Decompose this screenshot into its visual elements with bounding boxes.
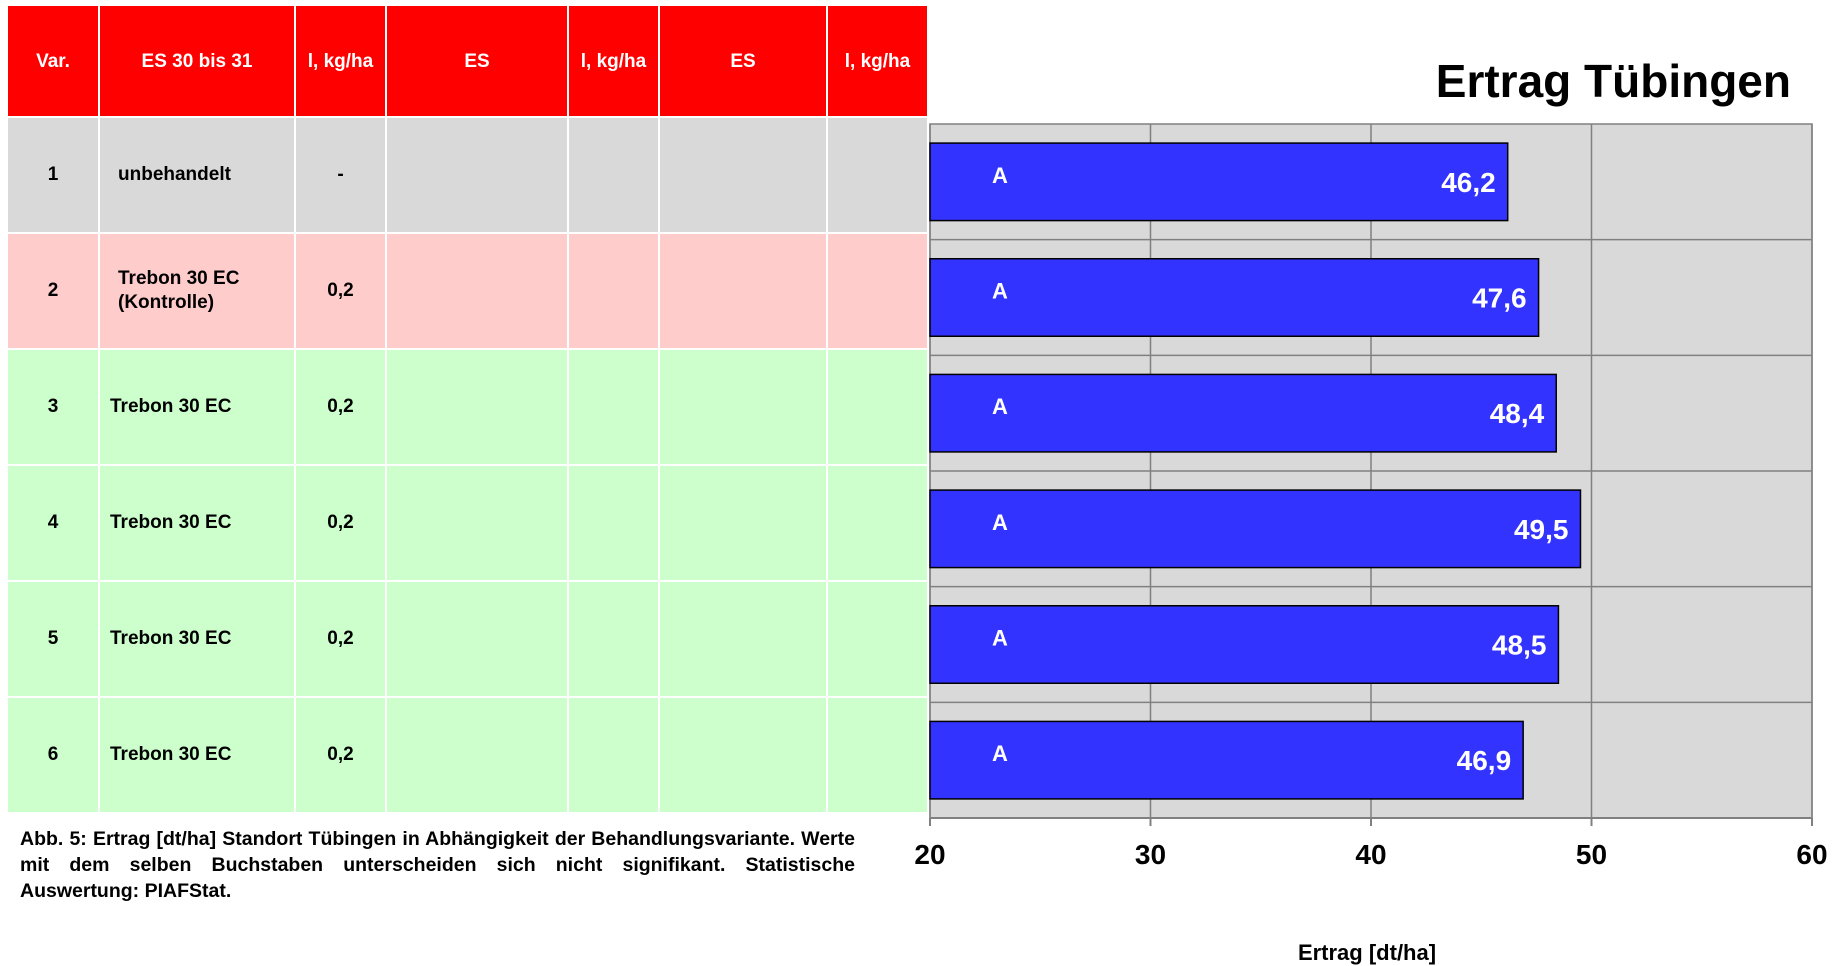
data-label: 49,5: [1514, 514, 1569, 545]
empty-cell: [658, 696, 828, 814]
bar: [929, 605, 1560, 684]
empty-cell: [567, 232, 660, 350]
empty-cell: [385, 580, 569, 698]
var-cell: 2: [6, 232, 100, 350]
table-row: 5 Trebon 30 EC 0,2: [6, 580, 929, 698]
bar: [929, 720, 1524, 800]
x-tick-label: 40: [1355, 839, 1386, 870]
x-tick-label: 30: [1135, 839, 1166, 870]
significance-letter: A: [992, 741, 1008, 766]
empty-cell: [385, 116, 569, 234]
empty-cell: [826, 348, 929, 466]
dose-cell: 0,2: [294, 232, 387, 350]
x-axis: 20 30 40 50 60: [914, 817, 1828, 870]
product-cell: Trebon 30 EC: [98, 696, 296, 814]
significance-letter: A: [992, 510, 1008, 535]
empty-cell: [826, 580, 929, 698]
bars: A 46,2 A 47,6 A 48,4 A 49,5 A 48,5 A 46,9: [929, 142, 1582, 800]
product-cell: Trebon 30 EC: [98, 464, 296, 582]
data-label: 47,6: [1472, 283, 1527, 314]
bar: [929, 373, 1557, 453]
empty-cell: [658, 348, 828, 466]
empty-cell: [658, 232, 828, 350]
empty-cell: [567, 348, 660, 466]
x-tick-label: 20: [914, 839, 945, 870]
dose-cell: 0,2: [294, 464, 387, 582]
var-cell: 1: [6, 116, 100, 234]
product-cell: Trebon 30 EC: [98, 348, 296, 466]
table-row: 4 Trebon 30 EC 0,2: [6, 464, 929, 582]
dose-cell: 0,2: [294, 580, 387, 698]
empty-cell: [385, 464, 569, 582]
chart-title: Ertrag Tübingen: [1435, 55, 1791, 107]
x-axis-title: Ertrag [dt/ha]: [1297, 940, 1437, 965]
empty-cell: [826, 464, 929, 582]
header-dose-3: l, kg/ha: [826, 4, 929, 118]
data-label: 48,4: [1490, 398, 1545, 429]
data-label: 48,5: [1492, 630, 1547, 661]
product-cell: Trebon 30 EC: [98, 580, 296, 698]
table-row: 1 unbehandelt -: [6, 116, 929, 234]
table-header-row: Var. ES 30 bis 31 l, kg/ha ES l, kg/ha E…: [6, 4, 929, 118]
data-label: 46,2: [1441, 167, 1496, 198]
dose-cell: 0,2: [294, 348, 387, 466]
header-es-2: ES: [385, 4, 569, 118]
header-es-3: ES: [658, 4, 828, 118]
product-cell: Trebon 30 EC (Kontrolle): [98, 232, 296, 350]
empty-cell: [826, 696, 929, 814]
empty-cell: [658, 116, 828, 234]
significance-letter: A: [992, 626, 1008, 651]
table-row: 6 Trebon 30 EC 0,2: [6, 696, 929, 814]
figure-caption: Abb. 5: Ertrag [dt/ha] Standort Tübingen…: [20, 828, 855, 902]
empty-cell: [567, 464, 660, 582]
empty-cell: [826, 116, 929, 234]
empty-cell: [658, 464, 828, 582]
data-label: 46,9: [1457, 745, 1512, 776]
header-dose-2: l, kg/ha: [567, 4, 660, 118]
empty-cell: [658, 580, 828, 698]
var-cell: 3: [6, 348, 100, 466]
significance-letter: A: [992, 394, 1008, 419]
product-cell: unbehandelt: [98, 116, 296, 234]
significance-letter: A: [992, 163, 1008, 188]
bar: [929, 142, 1509, 222]
treatment-table: Var. ES 30 bis 31 l, kg/ha ES l, kg/ha E…: [6, 4, 929, 814]
var-cell: 4: [6, 464, 100, 582]
header-es-30-31: ES 30 bis 31: [98, 4, 296, 118]
empty-cell: [385, 696, 569, 814]
var-cell: 5: [6, 580, 100, 698]
header-dose-1: l, kg/ha: [294, 4, 387, 118]
x-tick-label: 60: [1796, 839, 1827, 870]
table-row: 2 Trebon 30 EC (Kontrolle) 0,2: [6, 232, 929, 350]
significance-letter: A: [992, 279, 1008, 304]
grid-lines: [929, 124, 1813, 818]
header-var: Var.: [6, 4, 100, 118]
dose-cell: 0,2: [294, 696, 387, 814]
bar: [929, 489, 1582, 569]
empty-cell: [567, 696, 660, 814]
bar: [929, 258, 1540, 337]
empty-cell: [385, 348, 569, 466]
empty-cell: [567, 116, 660, 234]
empty-cell: [826, 232, 929, 350]
x-tick-label: 50: [1576, 839, 1607, 870]
table-row: 3 Trebon 30 EC 0,2: [6, 348, 929, 466]
empty-cell: [385, 232, 569, 350]
dose-cell: -: [294, 116, 387, 234]
var-cell: 6: [6, 696, 100, 814]
empty-cell: [567, 580, 660, 698]
